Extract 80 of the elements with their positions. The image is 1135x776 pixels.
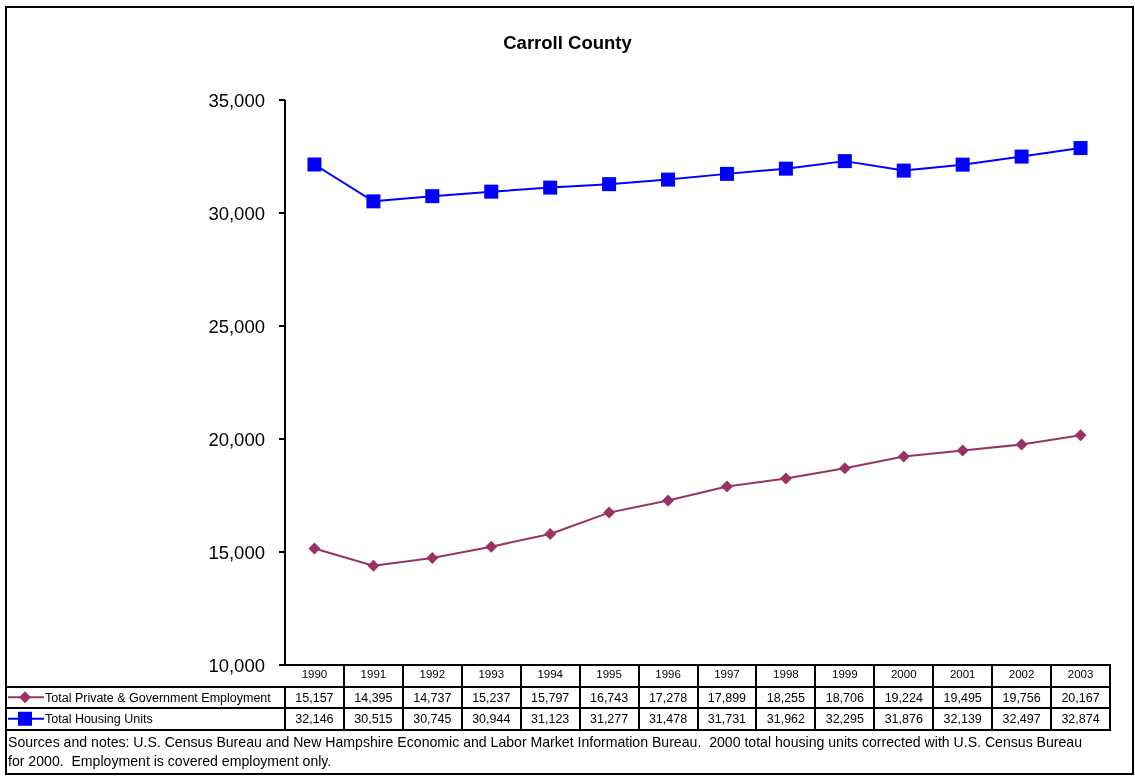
chart-title: Carroll County [502, 32, 633, 54]
x-tick-label: 1999 [832, 668, 858, 681]
point [778, 161, 793, 176]
y-tick-label: 10,000 [208, 654, 265, 676]
data-label: 20,167 [1061, 690, 1100, 705]
point [720, 480, 733, 493]
point [544, 527, 557, 540]
point [719, 166, 734, 181]
y-tick-label: 30,000 [208, 202, 265, 224]
x-tick-label: 2003 [1067, 668, 1094, 681]
x-tick-label: 1996 [655, 668, 681, 681]
data-label: 31,277 [589, 712, 629, 727]
point [837, 154, 852, 169]
point [1014, 149, 1029, 164]
y-tick-label: 25,000 [208, 315, 265, 337]
data-label: 18,706 [825, 690, 864, 705]
point [484, 184, 499, 199]
legend-label: Total Private & Government Employment [45, 690, 272, 705]
point [603, 506, 616, 519]
data-label: 32,295 [825, 712, 864, 727]
point [485, 540, 498, 553]
point [1074, 429, 1087, 442]
point [1073, 141, 1088, 156]
x-tick-label: 1991 [360, 668, 387, 681]
data-label: 32,146 [295, 712, 334, 727]
x-tick-label: 1997 [714, 668, 740, 681]
x-tick-label: 1995 [596, 668, 622, 681]
point [1015, 438, 1028, 451]
point [662, 494, 675, 507]
data-label: 31,731 [707, 712, 747, 727]
point [543, 180, 558, 195]
x-tick-label: 2000 [890, 668, 917, 681]
point [956, 444, 969, 457]
data-label: 19,756 [1002, 690, 1041, 705]
x-tick-label: 2002 [1008, 668, 1035, 681]
x-tick-label: 1994 [537, 668, 564, 681]
x-tick-label: 2001 [949, 668, 976, 681]
data-label: 32,497 [1002, 712, 1041, 727]
data-label: 14,737 [413, 690, 452, 705]
x-tick-label: 1993 [478, 668, 505, 681]
source-note: Sources and notes: U.S. Census Bureau and New Hampshire Economic and Labor Market Information Bureau. 2000 total housing units corrected with U.S. Census Bureau for 2000. Employment is covered employment only. [8, 732, 1084, 771]
data-label: 19,495 [943, 690, 982, 705]
data-label: 19,224 [884, 690, 923, 705]
data-label: 31,962 [766, 712, 806, 727]
point [661, 172, 676, 187]
point [955, 157, 970, 172]
data-label: 31,123 [531, 712, 570, 727]
point [425, 189, 440, 204]
point [602, 177, 617, 192]
data-label: 15,797 [531, 690, 570, 705]
data-label: 30,515 [354, 712, 393, 727]
data-label: 14,395 [354, 690, 393, 705]
data-label: 15,237 [472, 690, 511, 705]
x-tick-label: 1992 [419, 668, 446, 681]
data-label: 32,139 [943, 712, 982, 727]
point [367, 559, 380, 572]
data-label: 15,157 [295, 690, 334, 705]
data-label: 31,478 [648, 712, 688, 727]
point [896, 163, 911, 178]
data-label: 30,944 [472, 712, 511, 727]
point [307, 157, 322, 172]
data-label: 16,743 [589, 690, 629, 705]
y-tick-label: 35,000 [208, 89, 265, 111]
y-tick-label: 15,000 [208, 541, 265, 563]
data-label: 30,745 [413, 712, 452, 727]
y-tick-label: 20,000 [208, 428, 265, 450]
point [897, 450, 910, 463]
legend-label: Total Housing Units [45, 712, 153, 727]
point [308, 542, 321, 555]
data-label: 17,899 [707, 690, 747, 705]
data-label: 17,278 [648, 690, 688, 705]
data-label: 31,876 [884, 712, 923, 727]
data-label: 32,874 [1061, 712, 1100, 727]
point [779, 472, 792, 485]
data-label: 18,255 [766, 690, 806, 705]
point [426, 551, 439, 564]
point [366, 194, 381, 209]
x-tick-label: 1990 [301, 668, 328, 681]
point [838, 462, 851, 475]
x-tick-label: 1998 [773, 668, 799, 681]
